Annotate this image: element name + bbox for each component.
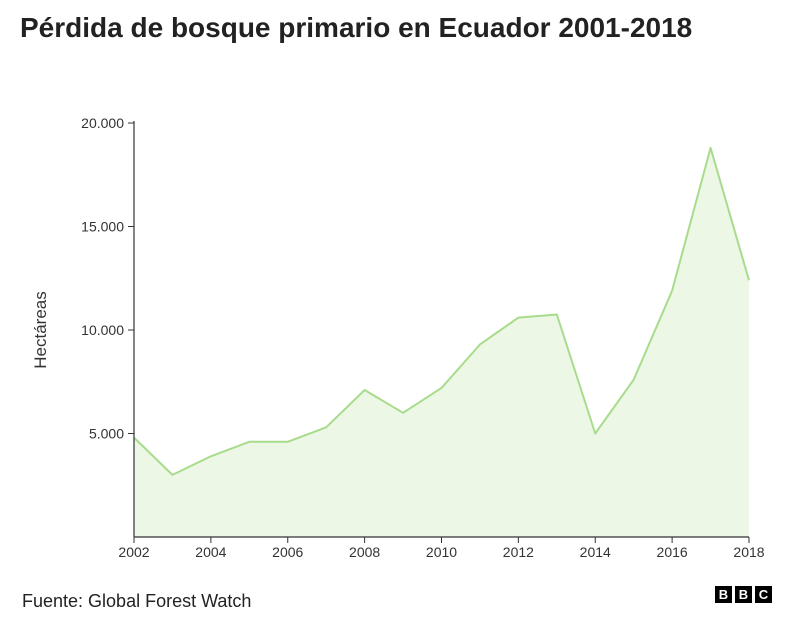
data-point <box>248 441 250 443</box>
logo-letter: C <box>755 586 772 603</box>
x-tick-label: 2014 <box>580 544 611 560</box>
x-tick-label: 2006 <box>272 544 303 560</box>
source-note: Fuente: Global Forest Watch <box>22 591 252 611</box>
y-tick-label: 15.000 <box>81 219 124 235</box>
data-point <box>633 379 635 381</box>
x-tick-label: 2008 <box>349 544 380 560</box>
data-point <box>210 455 212 457</box>
y-tick-label: 20.000 <box>81 115 124 131</box>
series-line <box>133 146 750 476</box>
data-point <box>671 290 673 292</box>
data-point <box>556 313 558 315</box>
bbc-logo: B B C <box>715 586 772 603</box>
y-axis: 5.000 10.000 15.000 20.000 <box>81 115 135 537</box>
data-point <box>171 474 173 476</box>
data-point <box>441 387 443 389</box>
area-fill <box>134 147 749 537</box>
x-tick-label: 2016 <box>657 544 688 560</box>
data-point <box>748 279 750 281</box>
data-point <box>325 426 327 428</box>
data-point <box>710 147 712 149</box>
y-tick-label: 10.000 <box>81 322 124 338</box>
x-axis: 2002 2004 2006 2008 2010 2012 2014 2016 2018 <box>118 536 765 560</box>
plot-area <box>133 146 750 537</box>
data-point <box>287 441 289 443</box>
chart-title: Pérdida de bosque primario en Ecuador 20… <box>20 12 693 43</box>
x-tick-label: 2004 <box>195 544 226 560</box>
logo-letter: B <box>715 586 732 603</box>
data-point <box>594 433 596 435</box>
y-tick-label: 5.000 <box>89 426 124 442</box>
x-tick-label: 2012 <box>503 544 534 560</box>
x-tick-label: 2018 <box>733 544 764 560</box>
data-point <box>479 343 481 345</box>
data-point <box>364 389 366 391</box>
y-axis-label: Hectáreas <box>31 291 50 368</box>
data-point <box>517 317 519 319</box>
x-tick-label: 2010 <box>426 544 457 560</box>
x-tick-label: 2002 <box>118 544 149 560</box>
data-point <box>402 412 404 414</box>
logo-letter: B <box>735 586 752 603</box>
